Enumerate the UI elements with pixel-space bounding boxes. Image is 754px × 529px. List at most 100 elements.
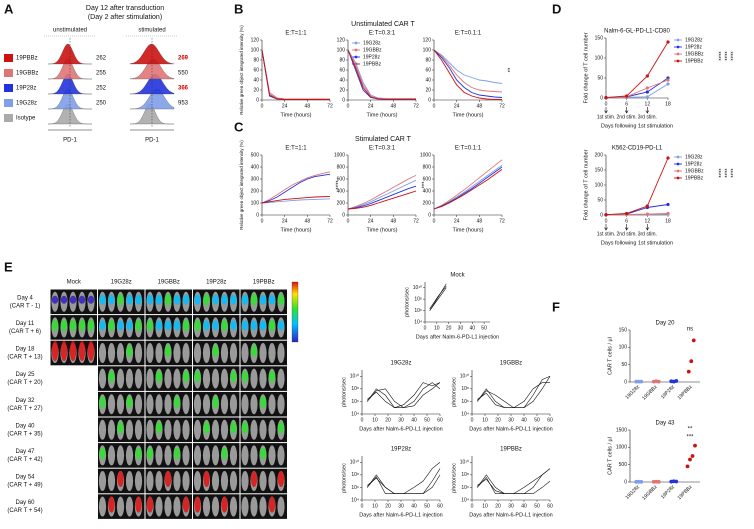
- mfi-value: 366: [178, 86, 189, 92]
- chart-title: Day 43: [655, 421, 675, 427]
- y-tick-label: 200: [337, 200, 346, 206]
- signal: [241, 294, 249, 305]
- x-tick-label: 0: [347, 103, 350, 109]
- signal: [78, 295, 86, 304]
- signal: [78, 319, 86, 332]
- point: [685, 464, 690, 469]
- x-axis-label: Time (hours): [453, 112, 484, 118]
- mouse: [107, 419, 116, 440]
- legend-marker: [676, 38, 680, 42]
- mouse: [241, 496, 249, 517]
- significance: **: [688, 427, 693, 433]
- signal: [259, 447, 267, 460]
- chart-title: E:T=1:1: [285, 31, 307, 37]
- signal: [173, 396, 181, 409]
- y-tick-label: 80: [253, 57, 259, 63]
- row-label: Day 54: [15, 475, 35, 481]
- mouse: [193, 445, 202, 466]
- signal: [203, 293, 210, 306]
- x-axis-label: Days after Nalm-6-PD-L1 injection: [469, 512, 552, 518]
- signal: [194, 319, 201, 332]
- mouse: [182, 343, 190, 363]
- mouse: [202, 445, 211, 466]
- legend-marker: [676, 59, 680, 63]
- mouse: [146, 419, 154, 440]
- legend-label: 19PBBz: [685, 58, 704, 64]
- stim-label: 1st stim.: [597, 114, 616, 120]
- series-line: [433, 49, 503, 93]
- x-axis-label: Time (hours): [281, 227, 312, 233]
- signal: [117, 293, 124, 306]
- chart-title: 19P28z: [391, 447, 411, 453]
- y-axis-label: Fold change of T cell number: [583, 32, 589, 103]
- y-tick-label: 120: [337, 37, 346, 43]
- signal: [108, 370, 115, 383]
- panel-letter: E: [4, 259, 13, 274]
- significance: ns: [687, 327, 693, 333]
- mouse: [241, 343, 249, 363]
- mouse: [107, 471, 116, 491]
- signal: [203, 471, 210, 487]
- mouse: [125, 471, 134, 491]
- signal: [126, 294, 133, 305]
- chart-title: E:T=0.1:1: [455, 31, 482, 37]
- x-tick-label: 20: [385, 417, 391, 423]
- legend-marker: [676, 176, 680, 180]
- x-tick-label: 40: [411, 417, 417, 423]
- mouse: [155, 394, 163, 415]
- x-tick-label: 0: [361, 417, 364, 423]
- signal: [203, 320, 210, 331]
- axis: [629, 330, 700, 383]
- x-axis-label: Time (hours): [453, 227, 484, 233]
- point: [688, 457, 692, 462]
- signal: [135, 294, 142, 305]
- signal: [60, 341, 68, 361]
- series-line: [366, 382, 441, 409]
- column-label: 19PBBz: [253, 280, 275, 286]
- series-line: [605, 157, 669, 216]
- y-axis-label: photons/sec: [341, 377, 347, 407]
- signal: [155, 421, 163, 434]
- signal: [146, 496, 154, 513]
- y-tick-label: 10⁶: [461, 399, 469, 405]
- mouse: [116, 368, 125, 389]
- mouse: [250, 445, 258, 466]
- y-tick-label: 40: [425, 77, 431, 83]
- y-tick-label: 10⁴: [351, 497, 359, 503]
- point: [656, 479, 661, 484]
- x-tick-label: 24: [368, 103, 374, 109]
- signal: [212, 294, 219, 305]
- point: [656, 379, 661, 384]
- y-tick-label: 20: [425, 87, 431, 93]
- mouse: [146, 394, 154, 415]
- mouse: [134, 394, 143, 415]
- y-tick-label: 500: [251, 152, 260, 158]
- x-tick-label: 19G28z: [624, 484, 641, 501]
- signal: [230, 294, 237, 305]
- signal: [69, 341, 77, 361]
- mouse: [211, 368, 220, 389]
- mouse: [173, 471, 181, 491]
- signal: [194, 370, 201, 383]
- legend-label: 19PBBz: [16, 56, 38, 62]
- mouse: [259, 496, 267, 517]
- x-tick-label: 10: [482, 503, 488, 509]
- y-tick-label: 0: [600, 212, 603, 218]
- significance: **: [503, 68, 509, 73]
- x-tick-label: 19GBBz: [641, 484, 659, 502]
- x-tick-label: 0: [261, 218, 264, 224]
- signal: [173, 320, 181, 331]
- x-tick-label: 72: [413, 218, 419, 224]
- mfi-value: 250: [96, 101, 107, 107]
- legend-label: 19GBBz: [685, 51, 704, 57]
- y-tick-label: 0: [256, 97, 259, 103]
- x-tick-label: 20: [495, 417, 501, 423]
- y-tick-label: 0: [342, 212, 345, 218]
- signal: [182, 319, 190, 332]
- mouse: [173, 343, 181, 363]
- mouse: [250, 394, 258, 415]
- x-tick-label: 0: [261, 103, 264, 109]
- y-tick-label: 600: [337, 176, 346, 182]
- mouse: [182, 471, 190, 491]
- signal: [126, 345, 133, 357]
